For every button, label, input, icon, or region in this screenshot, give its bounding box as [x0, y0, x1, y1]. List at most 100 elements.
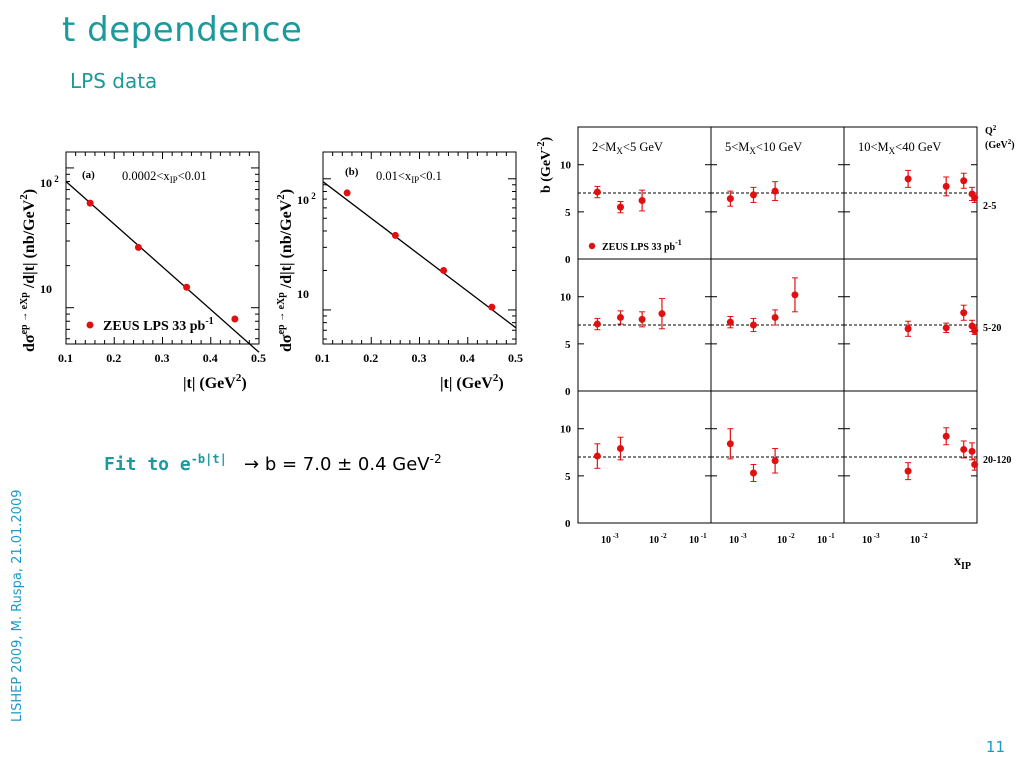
grid-q2-unit: (GeV2) — [985, 138, 1015, 151]
grid-legend: ZEUS LPS 33 pb-1 — [602, 238, 682, 253]
data-point — [904, 175, 912, 183]
data-point — [638, 315, 646, 323]
data-point — [616, 445, 624, 453]
plot-a-ytick-10: 10 — [40, 282, 52, 296]
data-point — [942, 182, 950, 190]
data-point — [440, 266, 448, 274]
plot-a-ticks — [65, 152, 260, 344]
data-point — [391, 231, 399, 239]
data-point — [726, 318, 734, 326]
svg-text:0: 0 — [565, 518, 571, 530]
data-point — [749, 321, 757, 329]
data-point — [658, 310, 666, 318]
x-tick-label: 10 -1 — [817, 532, 835, 546]
data-point — [593, 320, 601, 328]
data-point — [968, 447, 976, 455]
data-point — [960, 309, 968, 317]
data-point — [593, 188, 601, 196]
plot-a-fit-line — [65, 180, 260, 353]
plot-a-ytick-100: 10 2 — [40, 174, 59, 190]
data-point — [960, 445, 968, 453]
data-point — [971, 194, 979, 202]
plot-a-points — [86, 199, 239, 323]
data-point — [771, 187, 779, 195]
plot-b-ytick-10: 10 — [297, 287, 309, 301]
data-point — [343, 189, 351, 197]
fit-result: Fit to e-b|t| → b = 7.0 ± 0.4 GeV-2 — [104, 452, 442, 475]
grid-q2-header: Q2 — [985, 124, 997, 137]
x-tick-label: 10 -2 — [649, 532, 667, 546]
plot-b-ylabel: dσep → eXp /d|t| (nb/GeV2) — [275, 189, 295, 352]
data-point — [771, 313, 779, 321]
x-tick-label: 10 -1 — [689, 532, 707, 546]
svg-text:5: 5 — [565, 207, 571, 219]
slide-title: t dependence — [62, 10, 303, 50]
svg-text:10: 10 — [560, 292, 572, 304]
x-tick-label: 10 -2 — [777, 532, 795, 546]
plot-b-xlabel: |t| (GeV2) — [440, 372, 504, 392]
data-point — [771, 457, 779, 465]
column-header: 10<MX<40 GeV — [858, 140, 941, 156]
plot-a-frame — [65, 151, 260, 345]
grid-ylabel: b (GeV-2) — [536, 136, 554, 193]
data-point — [904, 467, 912, 475]
data-point — [86, 199, 94, 207]
plot-b-xticks: 0.1 0.2 0.3 0.4 0.5 — [315, 351, 523, 365]
plot-b-frame — [322, 151, 517, 345]
x-tick-label: 10 -3 — [601, 532, 619, 546]
slide-subtitle: LPS data — [70, 69, 158, 93]
column-header: 5<MX<10 GeV — [725, 140, 802, 156]
data-point — [942, 432, 950, 440]
fit-value: b = 7.0 ± 0.4 GeV — [264, 454, 430, 475]
arrow-icon: → — [244, 454, 260, 475]
data-point — [616, 313, 624, 321]
plot-a-legend-marker — [86, 321, 94, 329]
data-point — [749, 191, 757, 199]
data-point — [791, 291, 799, 299]
data-point — [726, 440, 734, 448]
fit-label-exponent: -b|t| — [190, 452, 227, 466]
data-point — [726, 195, 734, 203]
svg-text:10: 10 — [560, 160, 572, 172]
svg-text:5: 5 — [565, 471, 571, 483]
data-point — [904, 325, 912, 333]
plot-b-ytick-100: 10 2 — [297, 191, 316, 207]
plot-b-selection: 0.01<xIP<0.1 — [376, 169, 442, 185]
row-label: 5-20 — [983, 323, 1001, 334]
data-point — [183, 283, 191, 291]
plot-a-legend: ZEUS LPS 33 pb-1 — [103, 316, 214, 334]
plot-a-selection: 0.0002<xIP<0.01 — [122, 169, 207, 185]
svg-text:10: 10 — [560, 424, 572, 436]
data-point — [971, 461, 979, 469]
column-header: 2<MX<5 GeV — [592, 140, 663, 156]
svg-text:0: 0 — [565, 386, 571, 398]
plot-a-tag: (a) — [82, 169, 95, 181]
plot-b-tag: (b) — [345, 166, 359, 178]
plot-a-xticks: 0.1 0.2 0.3 0.4 0.5 — [58, 351, 266, 365]
row-label: 2-5 — [983, 201, 996, 212]
data-point — [231, 315, 239, 323]
plot-b-ticks — [322, 152, 517, 344]
svg-text:0: 0 — [565, 254, 571, 266]
data-point — [593, 452, 601, 460]
x-tick-label: 10 -3 — [862, 532, 880, 546]
data-point — [960, 177, 968, 185]
x-tick-label: 10 -3 — [729, 532, 747, 546]
data-point — [971, 327, 979, 335]
data-point — [638, 197, 646, 205]
row-label: 20-120 — [983, 455, 1011, 466]
plot-b-points — [343, 189, 496, 311]
plot-a-ylabel: dσep → eXp /d|t| (nb/GeV2) — [18, 189, 38, 352]
plot-panel-grid: 10 5 0 10 5 0 10 5 0 2<MX<5 GeV 5<MX<10 GeV 2-5 5-20… — [536, 124, 1015, 572]
grid-xlabel: xIP — [954, 554, 971, 572]
data-point — [134, 243, 142, 251]
data-point — [488, 303, 496, 311]
grid-cells: 10 5 0 10 5 0 10 5 0 2<MX<5 GeV 5<MX<10 GeV 2-5 5-20… — [560, 126, 1011, 546]
slide-footer: LISHEP 2009, M. Ruspa, 21.01.2009 — [10, 489, 25, 723]
plot-panel-b: (b) 0.01<xIP<0.1 10 2 10 0.1 0.2 0.3 0.4 0.5… — [275, 151, 523, 392]
plot-panel-a: (a) 0.0002<xIP<0.01 ZEUS LPS 33 pb-1 10 … — [18, 151, 266, 392]
data-point — [942, 324, 950, 332]
svg-text:5: 5 — [565, 339, 571, 351]
plot-a-xlabel: |t| (GeV2) — [183, 372, 247, 392]
fit-label: Fit to e — [104, 454, 191, 475]
